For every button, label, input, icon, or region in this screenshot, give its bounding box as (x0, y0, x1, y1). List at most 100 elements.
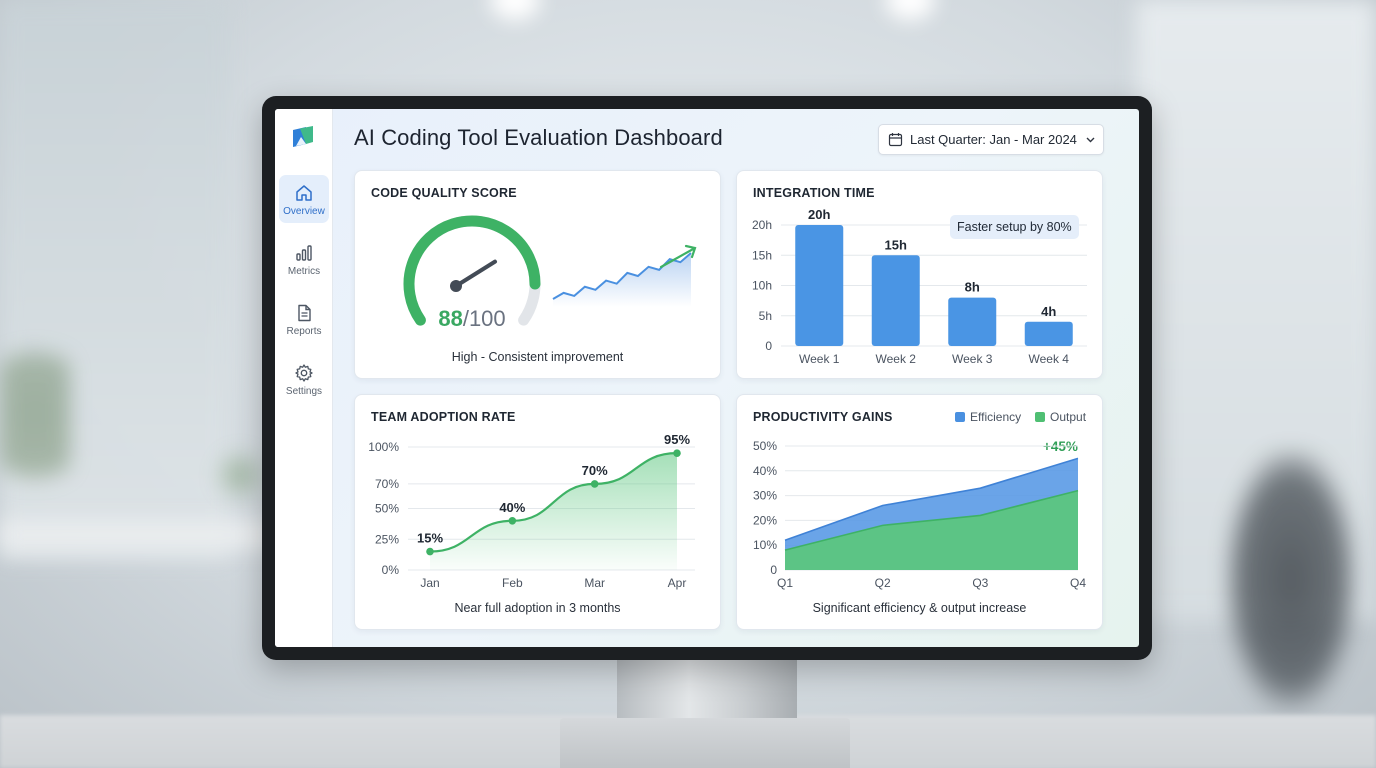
dashboard-screen: Overview Metrics Reports (275, 109, 1139, 647)
sparkline-line (552, 252, 692, 300)
monitor: Overview Metrics Reports (262, 96, 1152, 660)
score-max: /100 (462, 306, 506, 331)
sidebar-item-label: Settings (285, 386, 323, 397)
date-range-selector[interactable]: Last Quarter: Jan - Mar 2024 (878, 124, 1104, 155)
calendar-icon (888, 133, 903, 147)
data-point (673, 449, 681, 457)
ceiling-light (490, 0, 540, 20)
legend-efficiency: Efficiency (955, 410, 1021, 424)
x-tick-label: Feb (502, 576, 523, 590)
gauge-value: 88/100 (421, 306, 523, 332)
adoption-area-chart: 0% 25% 50% 70% 100% 15% Jan 40% Feb 70% Mar 95% Apr (368, 432, 695, 590)
sidebar-item-label: Overview (283, 206, 325, 217)
card-title: TEAM ADOPTION RATE (371, 410, 516, 424)
y-tick-label: 50% (753, 439, 777, 453)
y-tick-label: 0% (382, 563, 400, 577)
data-point (508, 517, 517, 525)
integration-time-card: INTEGRATION TIME 0 5h 10h 15h 20h 20h Week 1 15… (736, 170, 1103, 379)
bar (948, 297, 997, 346)
card-caption: High - Consistent improvement (451, 350, 624, 364)
y-tick-label: 30% (753, 489, 777, 503)
sidebar-item-metrics[interactable]: Metrics (279, 235, 329, 283)
code-quality-card: CODE QUALITY SCORE 88/100 Hig (354, 170, 721, 379)
y-tick-label: 50% (375, 502, 399, 516)
legend-swatch (955, 412, 965, 422)
series-line-efficiency (784, 457, 1079, 541)
card-caption: Significant efficiency & output increase (812, 601, 1027, 615)
bar-value-label: 8h (965, 280, 980, 295)
integration-bar-chart: 0 5h 10h 15h 20h 20h Week 1 15h Week 2 8h Week 3 4h… (752, 207, 1087, 366)
gauge-hub (450, 280, 462, 292)
x-tick-label: Apr (668, 576, 687, 590)
data-point (426, 547, 434, 556)
data-label: 95% (664, 432, 690, 447)
card-title: PRODUCTIVITY GAINS (753, 410, 893, 424)
area-fill (430, 453, 677, 570)
x-tick-label: Week 1 (799, 352, 840, 366)
legend-label: Output (1050, 410, 1087, 424)
team-adoption-card: TEAM ADOPTION RATE 0% 25% 50% 70% 100% 15% Jan… (354, 394, 721, 630)
card-title: INTEGRATION TIME (753, 186, 875, 200)
monitor-stand-base (560, 718, 850, 768)
productivity-gains-card: PRODUCTIVITY GAINS Efficiency Output +45… (736, 394, 1103, 630)
x-tick-label: Week 4 (1029, 352, 1070, 366)
x-tick-label: Week 2 (876, 352, 917, 366)
y-tick-label: 10% (753, 538, 777, 552)
x-tick-label: Q3 (972, 576, 988, 590)
page-title: AI Coding Tool Evaluation Dashboard (354, 125, 723, 150)
sidebar-item-reports[interactable]: Reports (279, 295, 329, 343)
sidebar-item-overview[interactable]: Overview (279, 175, 329, 223)
y-tick-label: 70% (375, 477, 399, 491)
x-tick-label: Q1 (777, 576, 793, 590)
home-icon (296, 185, 312, 201)
bar (1024, 321, 1073, 346)
app-logo-icon[interactable] (290, 124, 316, 150)
x-tick-label: Q2 (875, 576, 891, 590)
x-tick-label: Q4 (1070, 576, 1086, 590)
card-caption: Near full adoption in 3 months (454, 601, 621, 615)
background-desk (0, 520, 300, 550)
gear-icon (295, 364, 313, 382)
sidebar: Overview Metrics Reports (275, 109, 333, 647)
y-tick-label: 25% (375, 532, 399, 546)
y-tick-label: 0 (770, 563, 777, 577)
y-tick-label: 5h (759, 309, 772, 323)
legend-label: Efficiency (970, 410, 1022, 424)
date-range-label: Last Quarter: Jan - Mar 2024 (910, 132, 1077, 147)
legend-swatch (1035, 412, 1045, 422)
bar-chart-icon (296, 245, 312, 261)
y-tick-label: 40% (753, 464, 777, 478)
background-plant-small (215, 445, 265, 505)
bar-value-label: 15h (885, 237, 907, 252)
legend-output: Output (1035, 410, 1086, 424)
productivity-area-chart: 0 10% 20% 30% 40% 50% Q1 Q2 Q3 Q4 (753, 439, 1086, 590)
sidebar-item-settings[interactable]: Settings (279, 355, 329, 403)
y-tick-label: 20% (753, 513, 777, 527)
trend-arrow-icon (659, 244, 697, 269)
card-title: CODE QUALITY SCORE (371, 186, 517, 200)
background-chair (1226, 450, 1356, 710)
monitor-stand (617, 655, 797, 725)
data-point (590, 480, 599, 488)
sparkline-area (553, 253, 691, 307)
data-label: 15% (417, 531, 443, 546)
score-value: 88 (438, 306, 463, 331)
chevron-down-icon (1086, 137, 1095, 143)
y-tick-label: 10h (752, 279, 772, 293)
gauge-needle (454, 259, 498, 288)
y-tick-label: 20h (752, 218, 772, 232)
series-line-output (784, 489, 1079, 551)
background-plant (0, 330, 70, 500)
bar (795, 225, 844, 346)
ceiling-light (885, 0, 935, 20)
x-tick-label: Jan (420, 576, 439, 590)
x-tick-label: Mar (584, 576, 605, 590)
y-tick-label: 15h (752, 248, 772, 262)
series-area-output (785, 490, 1078, 570)
bar (871, 255, 920, 346)
series-line (429, 452, 678, 553)
document-icon (298, 304, 311, 322)
data-label: 70% (582, 463, 608, 478)
bar-value-label: 4h (1041, 304, 1056, 319)
sidebar-item-label: Reports (286, 326, 322, 337)
